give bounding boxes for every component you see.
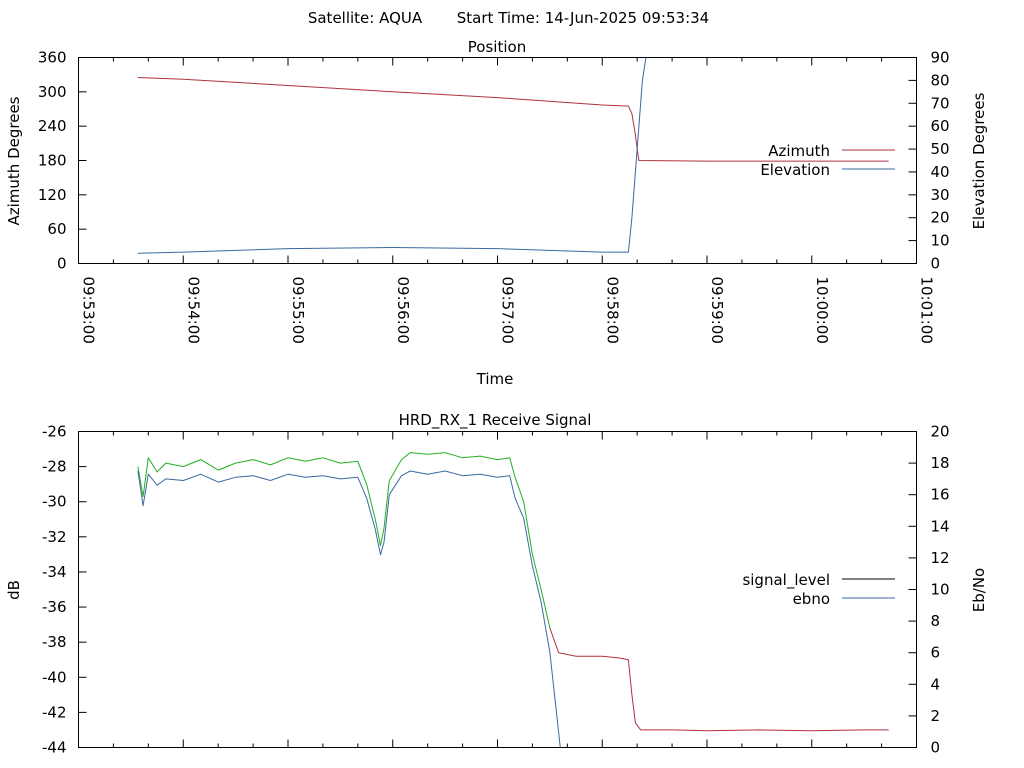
y-tick-label: 360 bbox=[38, 49, 67, 67]
satellite-label: Satellite: AQUA bbox=[308, 9, 423, 27]
y-tick-label: 120 bbox=[38, 186, 67, 204]
series-line-1-0 bbox=[137, 452, 551, 629]
position-series bbox=[137, 57, 889, 254]
legend-signal-level-label: signal_level bbox=[742, 571, 830, 590]
y2-tick-label: 10 bbox=[931, 581, 950, 599]
legend-ebno-label: ebno bbox=[793, 590, 830, 608]
signal-x-ticks bbox=[78, 431, 917, 748]
y2-tick-label: 0 bbox=[931, 739, 941, 757]
y-tick-label: 300 bbox=[38, 83, 67, 101]
y-tick-label: 180 bbox=[38, 152, 67, 170]
series-line-1-1 bbox=[549, 627, 889, 732]
y-tick-label: -26 bbox=[42, 423, 67, 441]
start-time-label: Start Time: 14-Jun-2025 09:53:34 bbox=[457, 9, 709, 27]
y-tick-label: -38 bbox=[42, 633, 67, 651]
y2-tick-label: 90 bbox=[931, 49, 950, 67]
y2-tick-label: 18 bbox=[931, 454, 950, 472]
y2-tick-label: 10 bbox=[931, 232, 950, 250]
y2-tick-label: 70 bbox=[931, 94, 950, 112]
y-tick-label: -32 bbox=[42, 528, 67, 546]
position-chart: Position 0 60 120 180 240 300 360 0 10 20 30 40 50 6… bbox=[5, 38, 988, 388]
y2-tick-label: 2 bbox=[931, 707, 941, 725]
series-line-0-0 bbox=[137, 77, 889, 162]
position-legend: Azimuth Elevation bbox=[760, 142, 895, 179]
y-tick-label: 240 bbox=[38, 117, 67, 135]
y2-tick-label: 6 bbox=[931, 644, 941, 662]
y2-tick-label: 20 bbox=[931, 209, 950, 227]
y-tick-label: -36 bbox=[42, 598, 67, 616]
legend-azimuth-label: Azimuth bbox=[768, 142, 830, 160]
position-y-ticks: 0 60 120 180 240 300 360 bbox=[38, 49, 87, 273]
position-x-ticks bbox=[78, 57, 917, 264]
y2-tick-label: 12 bbox=[931, 549, 950, 567]
series-line-0-1 bbox=[137, 57, 647, 254]
signal-series bbox=[137, 452, 889, 748]
signal-y-ticks: -44 -42 -40 -38 -36 -34 -32 -30 -28 -26 bbox=[42, 423, 87, 757]
signal-legend: signal_level ebno bbox=[742, 571, 895, 608]
position-y-axis-label: Azimuth Degrees bbox=[5, 96, 23, 225]
y2-tick-label: 16 bbox=[931, 486, 950, 504]
y2-tick-label: 80 bbox=[931, 71, 950, 89]
position-chart-title: Position bbox=[468, 38, 526, 56]
signal-y2-axis-label: Eb/No bbox=[970, 568, 988, 612]
position-x-tick-labels: 09:53:00 09:54:00 09:55:00 09:56:00 09:57:00… bbox=[80, 277, 936, 344]
y2-tick-label: 4 bbox=[931, 675, 941, 693]
signal-y-axis-label: dB bbox=[5, 580, 23, 600]
legend-elevation-label: Elevation bbox=[760, 161, 830, 179]
y-tick-label: -28 bbox=[42, 458, 67, 476]
x-tick-label: 09:59:00 bbox=[708, 277, 726, 344]
y2-tick-label: 20 bbox=[931, 423, 950, 441]
y-tick-label: -30 bbox=[42, 493, 67, 511]
position-y2-axis-label: Elevation Degrees bbox=[970, 92, 988, 229]
signal-plot-frame bbox=[78, 431, 917, 748]
x-tick-label: 09:54:00 bbox=[184, 277, 202, 344]
x-tick-label: 09:55:00 bbox=[289, 277, 307, 344]
y2-tick-label: 0 bbox=[931, 255, 941, 273]
x-tick-label: 09:58:00 bbox=[603, 277, 621, 344]
x-tick-label: 09:56:00 bbox=[394, 277, 412, 344]
y2-tick-label: 60 bbox=[931, 117, 950, 135]
y-tick-label: -40 bbox=[42, 668, 67, 686]
y-tick-label: 0 bbox=[57, 255, 67, 273]
x-tick-label: 09:53:00 bbox=[80, 277, 98, 344]
position-y2-ticks: 0 10 20 30 40 50 60 70 80 90 bbox=[908, 49, 950, 273]
signal-chart: HRD_RX_1 Receive Signal -44-42-40-38-36-… bbox=[5, 411, 988, 757]
y2-tick-label: 40 bbox=[931, 163, 950, 181]
y2-tick-label: 14 bbox=[931, 517, 950, 535]
y-tick-label: -34 bbox=[42, 563, 67, 581]
y-tick-label: 60 bbox=[47, 220, 66, 238]
y2-tick-label: 50 bbox=[931, 140, 950, 158]
x-tick-label: 10:01:00 bbox=[918, 277, 936, 344]
series-line-1-2 bbox=[137, 470, 561, 748]
position-x-axis-label: Time bbox=[476, 370, 514, 388]
x-tick-label: 09:57:00 bbox=[499, 277, 517, 344]
x-tick-label: 10:00:00 bbox=[813, 277, 831, 344]
y-tick-label: -42 bbox=[42, 703, 67, 721]
y2-tick-label: 30 bbox=[931, 186, 950, 204]
signal-chart-title: HRD_RX_1 Receive Signal bbox=[399, 411, 592, 430]
signal-y2-ticks: 0 2 4 6 8 10 12 14 16 18 20 bbox=[908, 423, 950, 757]
y2-tick-label: 8 bbox=[931, 612, 941, 630]
y-tick-label: -44 bbox=[42, 739, 67, 757]
